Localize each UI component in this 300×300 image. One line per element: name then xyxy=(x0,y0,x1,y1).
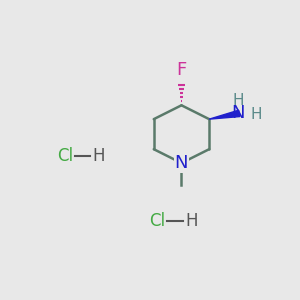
Text: H: H xyxy=(232,93,244,108)
Text: H: H xyxy=(251,107,262,122)
Polygon shape xyxy=(209,110,240,119)
Text: Cl: Cl xyxy=(149,212,165,230)
Text: H: H xyxy=(185,212,197,230)
Text: Cl: Cl xyxy=(57,147,73,165)
Text: N: N xyxy=(175,154,188,172)
Text: H: H xyxy=(92,147,105,165)
Text: F: F xyxy=(176,61,187,79)
Text: N: N xyxy=(231,104,245,122)
